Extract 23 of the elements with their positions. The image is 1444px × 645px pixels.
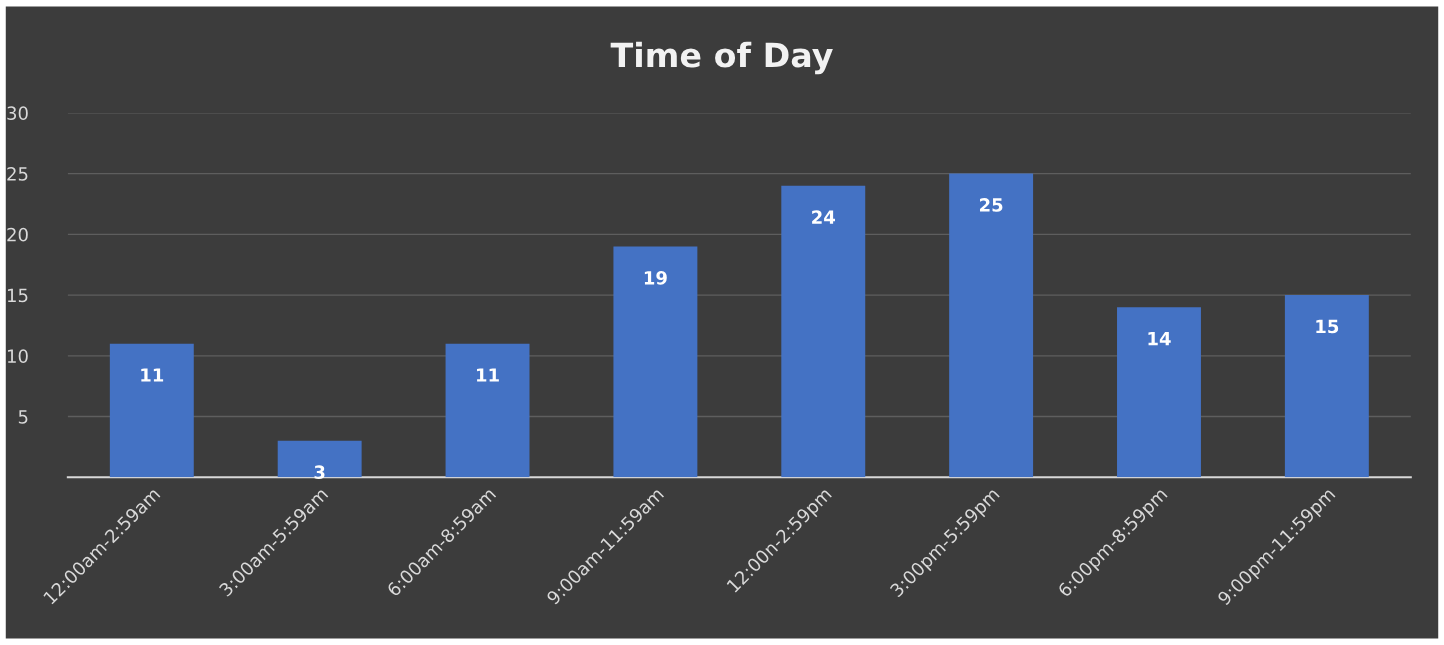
y-tick-label: 30 [7, 106, 28, 120]
y-tick-label: 15 [7, 288, 28, 303]
bar [277, 440, 362, 478]
y-tick-label: 5 [18, 410, 28, 424]
data-label: 11 [477, 368, 499, 382]
bar [1284, 295, 1369, 478]
y-tick-label: 25 [7, 167, 28, 181]
data-label: 25 [979, 198, 1003, 212]
data-label: 24 [812, 210, 835, 224]
data-label: 19 [644, 271, 667, 285]
y-tick-label: 10 [7, 349, 28, 363]
data-label: 3 [314, 465, 325, 480]
chart-title: Time of Day [610, 41, 833, 75]
bar [613, 246, 698, 478]
bar [781, 185, 866, 478]
bar [109, 343, 194, 478]
bar [949, 173, 1034, 478]
data-label: 14 [1148, 331, 1171, 346]
y-tick-label: 20 [7, 227, 28, 242]
bar [1117, 307, 1201, 478]
data-label: 11 [141, 368, 164, 382]
data-label: 15 [1316, 319, 1339, 334]
bar [445, 343, 530, 478]
